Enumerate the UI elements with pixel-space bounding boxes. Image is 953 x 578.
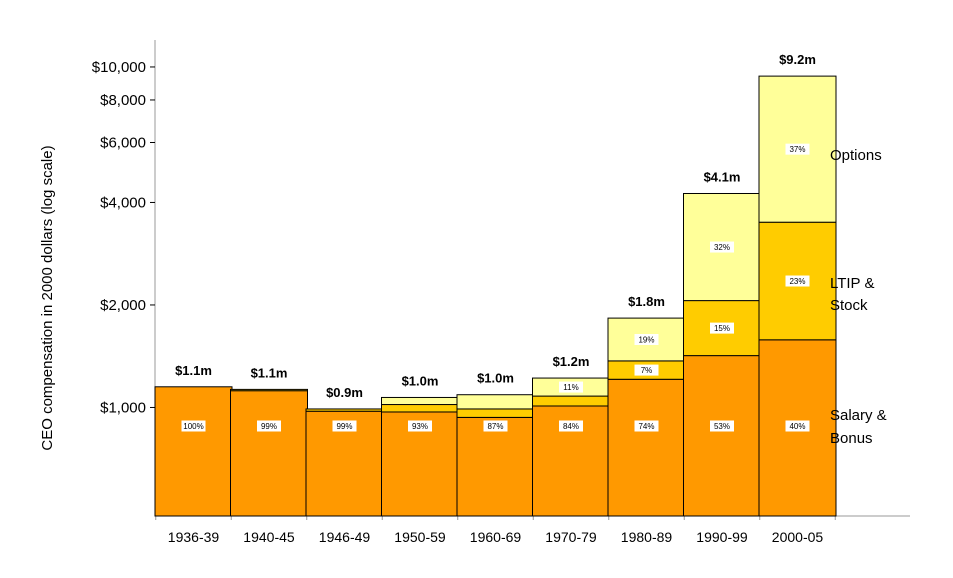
y-tick-label: $4,000	[100, 194, 146, 211]
pct-label: 87%	[487, 422, 503, 431]
pct-label: 40%	[789, 422, 805, 431]
y-tick-label: $6,000	[100, 135, 146, 152]
pct-label-bg	[785, 420, 810, 432]
pct-label: 11%	[563, 383, 578, 392]
pct-label: 7%	[641, 366, 653, 375]
bar-segment-options-4	[456, 394, 535, 410]
y-tick-label: $2,000	[100, 297, 146, 314]
x-category-label: 2000-05	[772, 529, 824, 545]
total-label: $0.9m	[326, 385, 363, 400]
x-category-label: 1946-49	[319, 529, 371, 545]
legend-entry: Salary &	[830, 407, 887, 424]
pct-label: 37%	[789, 145, 805, 154]
pct-label: 74%	[638, 422, 654, 431]
pct-label-bg	[559, 420, 583, 432]
legend-entry: Options	[830, 147, 882, 164]
bar-segment-ltip-stock-2	[305, 408, 384, 412]
pct-label: 84%	[563, 422, 579, 431]
pct-label-bg	[634, 420, 659, 432]
pct-label: 53%	[714, 422, 730, 431]
bar-segment-ltip-stock-3	[381, 404, 459, 413]
bar-segment-salary-bonus-6	[607, 378, 686, 517]
total-label: $1.0m	[477, 371, 514, 386]
x-category-label: 1970-79	[545, 529, 597, 545]
legend-entry: Stock	[830, 297, 868, 314]
total-label: $1.1m	[175, 363, 212, 378]
legend-entry: LTIP &	[830, 275, 874, 292]
bar-segment-salary-bonus-4	[456, 416, 535, 517]
pct-label-bg	[181, 420, 206, 432]
bar-segment-salary-bonus-7	[683, 355, 761, 517]
pct-label: 23%	[789, 277, 805, 286]
pct-label-bg	[710, 322, 734, 334]
total-label: $9.2m	[779, 52, 816, 67]
total-label: $1.2m	[553, 354, 590, 369]
bar-segment-ltip-stock-5	[532, 395, 610, 407]
total-label: $1.8m	[628, 294, 665, 309]
total-label: $1.1m	[251, 365, 288, 380]
pct-label: 100%	[183, 422, 203, 431]
bar-segment-options-3	[381, 396, 459, 406]
pct-label: 19%	[638, 336, 654, 345]
legend-entry: Bonus	[830, 430, 873, 447]
y-tick-label: $1,000	[100, 399, 146, 416]
pct-label-bg	[634, 334, 659, 346]
pct-label-bg	[559, 381, 583, 393]
y-axis-label: CEO compensation in 2000 dollars (log sc…	[39, 145, 56, 450]
y-tick-label: $8,000	[100, 92, 146, 109]
pct-label-bg	[634, 364, 659, 376]
x-category-label: 1936-39	[168, 529, 220, 545]
bar-segment-salary-bonus-1	[230, 390, 308, 517]
bar-segment-ltip-stock-1	[230, 388, 308, 392]
x-category-label: 1980-89	[621, 529, 673, 545]
pct-label: 93%	[412, 422, 428, 431]
x-category-label: 1950-59	[394, 529, 446, 545]
y-tick-label: $10,000	[92, 59, 146, 76]
total-label: $4.1m	[704, 169, 741, 184]
bar-segment-salary-bonus-2	[305, 410, 384, 517]
pct-label-bg	[710, 241, 734, 253]
pct-label-bg	[785, 275, 810, 287]
x-category-label: 1960-69	[470, 529, 522, 545]
pct-label-bg	[332, 420, 357, 432]
pct-label-bg	[257, 420, 281, 432]
pct-label-bg	[710, 420, 734, 432]
pct-label: 99%	[336, 422, 352, 431]
pct-label: 32%	[714, 243, 730, 252]
pct-label: 99%	[261, 422, 277, 431]
x-category-label: 1990-99	[696, 529, 748, 545]
pct-label-bg	[785, 143, 810, 155]
pct-label-bg	[408, 420, 432, 432]
bar-segment-salary-bonus-0	[154, 386, 233, 517]
pct-label-bg	[483, 420, 508, 432]
x-category-label: 1940-45	[243, 529, 295, 545]
total-label: $1.0m	[402, 373, 439, 388]
bar-segment-ltip-stock-4	[456, 408, 535, 418]
pct-label: 15%	[714, 324, 730, 333]
